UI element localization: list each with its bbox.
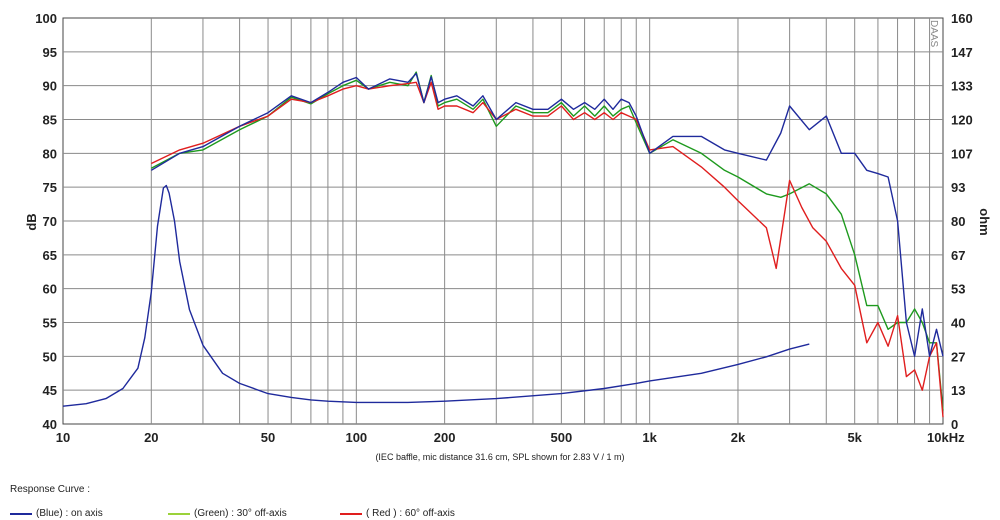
y-tick-label: 55 <box>43 316 57 331</box>
x-tick-label: 50 <box>261 430 275 445</box>
y2-tick-label: 67 <box>951 248 965 263</box>
y2-tick-label: 133 <box>951 79 973 94</box>
y2-tick-label: 120 <box>951 113 973 128</box>
legend-label-blue: (Blue) : on axis <box>36 508 103 519</box>
x-tick-label: 20 <box>144 430 158 445</box>
y2-tick-label: 80 <box>951 214 965 229</box>
daas-watermark: DAAS <box>928 20 939 48</box>
measurement-note: (IEC baffle, mic distance 31.6 cm, SPL s… <box>375 452 624 462</box>
y-tick-label: 75 <box>43 180 57 195</box>
y-tick-label: 85 <box>43 113 57 128</box>
curves <box>62 71 944 418</box>
y2-tick-label: 27 <box>951 349 965 364</box>
frequency-response-chart: 10 20 50 100 200 500 1k 2k 5k 10kHz 40 45 50 55 60 65 7… <box>24 11 992 462</box>
legend-swatch-red <box>340 512 362 515</box>
legend-item-blue: (Blue) : on axis <box>10 508 103 519</box>
legend-title: Response Curve : <box>10 484 91 495</box>
x-tick-label: 200 <box>434 430 456 445</box>
x-tick-label: 10kHz <box>927 430 965 445</box>
y-axis-label: dB <box>24 213 39 230</box>
y2-tick-label: 13 <box>951 383 965 398</box>
x-tick-label: 1k <box>642 430 657 445</box>
y2-axis-label: ohm <box>977 208 992 235</box>
y-tick-label: 40 <box>43 417 57 432</box>
y-tick-label: 90 <box>43 79 57 94</box>
impedance-curve <box>62 184 810 407</box>
y2-tick-label: 0 <box>951 417 958 432</box>
x-tick-label: 2k <box>731 430 746 445</box>
y-tick-label: 70 <box>43 214 57 229</box>
legend-label-red: ( Red ) : 60° off-axis <box>366 508 455 519</box>
x-tick-label: 5k <box>847 430 862 445</box>
x-tick-label: 10 <box>56 430 70 445</box>
y-axis-ticks: 40 45 50 55 60 65 70 75 80 85 90 95 100 <box>35 11 57 432</box>
y-tick-label: 80 <box>43 146 57 161</box>
series-line-red <box>150 81 944 418</box>
y2-tick-label: 40 <box>951 316 965 331</box>
legend-swatch-blue <box>10 512 32 515</box>
y-tick-label: 50 <box>43 349 57 364</box>
y-tick-label: 60 <box>43 282 57 297</box>
y-tick-label: 100 <box>35 11 57 26</box>
y2-tick-label: 160 <box>951 11 973 26</box>
series-line-blue <box>150 72 944 357</box>
y2-tick-label: 107 <box>951 146 973 161</box>
y2-tick-label: 93 <box>951 180 965 195</box>
x-tick-label: 500 <box>551 430 573 445</box>
legend-label-green: (Green) : 30° off-axis <box>194 508 287 519</box>
legend-item-red: ( Red ) : 60° off-axis <box>340 508 455 519</box>
y-tick-label: 65 <box>43 248 57 263</box>
y2-tick-label: 53 <box>951 282 965 297</box>
legend-swatch-green <box>168 512 190 515</box>
x-axis-ticks: 10 20 50 100 200 500 1k 2k 5k 10kHz <box>56 430 965 445</box>
y2-tick-label: 147 <box>951 45 973 60</box>
y-tick-label: 45 <box>43 383 57 398</box>
series-line-green <box>150 71 944 411</box>
y2-axis-ticks: 0 13 27 40 53 67 80 93 107 120 133 147 160 <box>951 11 973 432</box>
x-tick-label: 100 <box>345 430 367 445</box>
legend-item-green: (Green) : 30° off-axis <box>168 508 287 519</box>
y-tick-label: 95 <box>43 45 57 60</box>
